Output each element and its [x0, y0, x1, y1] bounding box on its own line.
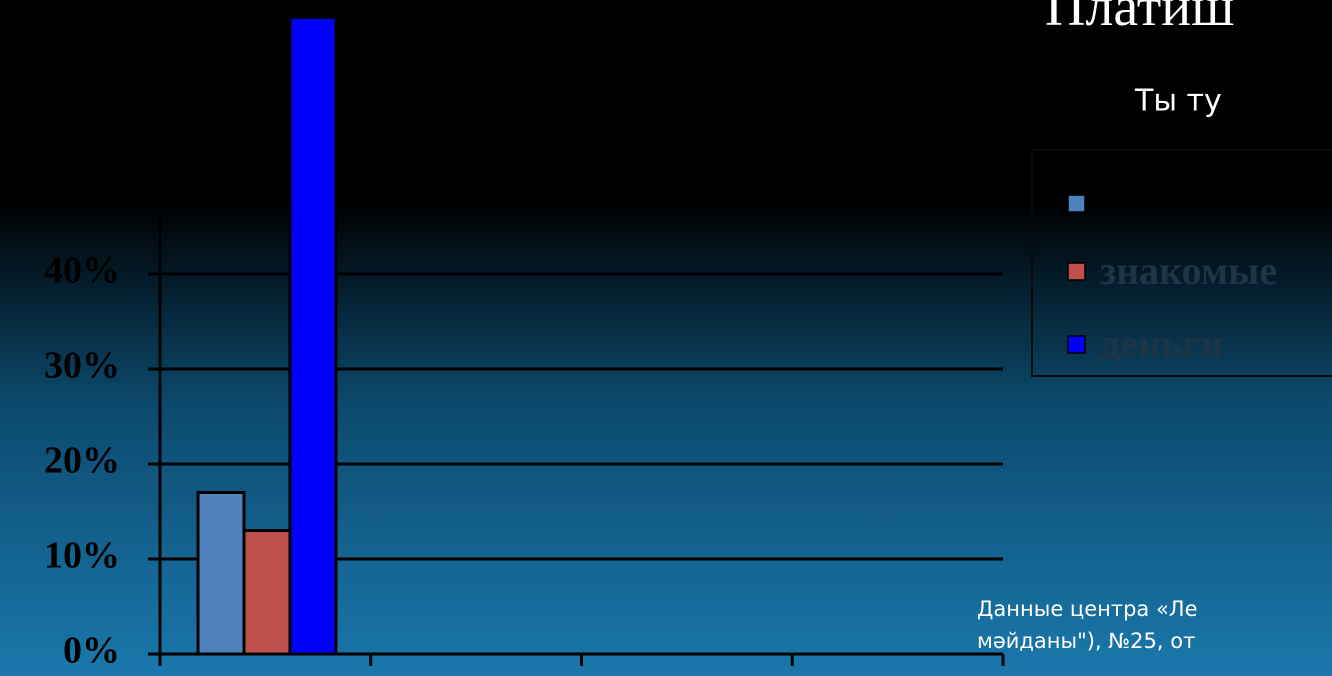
y-tick-label: 10%: [44, 535, 120, 577]
legend-marker: [1067, 194, 1086, 213]
y-tick-label: 20%: [44, 440, 120, 482]
source-line: мәйданы"), №25, от: [977, 629, 1195, 653]
bar: [196, 491, 246, 656]
bar: [288, 16, 338, 656]
slide-subtitle: Ты ту: [1134, 84, 1222, 119]
y-tick-label: 0%: [63, 630, 120, 672]
y-tick-label: 40%: [44, 250, 120, 292]
legend-marker: [1067, 335, 1086, 354]
y-tick-label: 30%: [44, 345, 120, 387]
legend-box: [1031, 149, 1332, 377]
bar: [242, 529, 292, 656]
source-line: Данные центра «Ле: [977, 597, 1198, 621]
legend-label: знакомые: [1100, 248, 1277, 293]
legend-marker: [1067, 262, 1086, 281]
legend-label: деньги: [1100, 321, 1223, 366]
slide-title: Платиш: [1045, 0, 1234, 38]
